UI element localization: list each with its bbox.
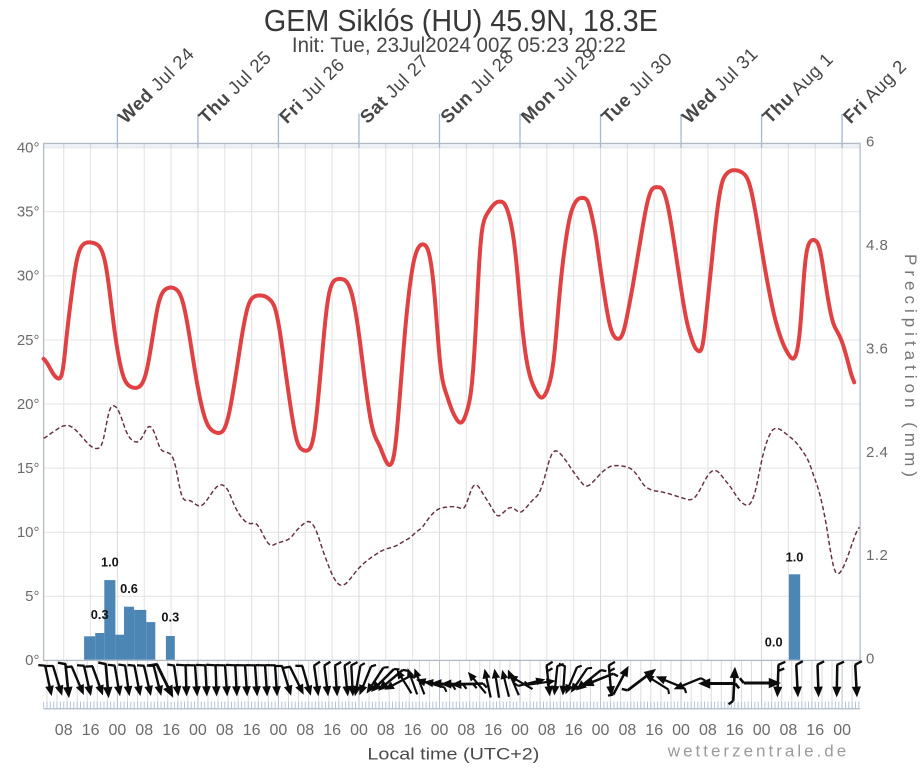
svg-text:30°: 30° — [17, 268, 40, 285]
svg-text:16: 16 — [162, 722, 180, 739]
svg-text:00: 00 — [511, 722, 529, 739]
svg-text:4.8: 4.8 — [866, 237, 888, 254]
svg-text:2.4: 2.4 — [866, 444, 888, 461]
svg-text:Init: Tue, 23Jul2024 00Z 05:23: Init: Tue, 23Jul2024 00Z 05:23 20:22 — [292, 34, 626, 57]
svg-text:35°: 35° — [17, 204, 40, 221]
svg-text:3.6: 3.6 — [866, 340, 888, 357]
svg-text:0: 0 — [866, 651, 875, 668]
svg-text:0°: 0° — [25, 652, 39, 669]
svg-text:16: 16 — [323, 722, 341, 739]
svg-text:0.0: 0.0 — [765, 635, 783, 650]
svg-text:0.3: 0.3 — [91, 607, 109, 622]
svg-text:08: 08 — [135, 722, 153, 739]
svg-text:25°: 25° — [17, 332, 40, 349]
svg-text:08: 08 — [780, 722, 798, 739]
svg-text:08: 08 — [296, 722, 314, 739]
svg-text:Precipitation (mm): Precipitation (mm) — [901, 254, 920, 482]
svg-text:00: 00 — [189, 722, 207, 739]
svg-text:10°: 10° — [17, 524, 40, 541]
svg-text:0.3: 0.3 — [161, 610, 179, 625]
svg-text:00: 00 — [672, 722, 690, 739]
svg-text:00: 00 — [270, 722, 288, 739]
svg-text:1.2: 1.2 — [866, 547, 888, 564]
svg-text:16: 16 — [243, 722, 261, 739]
svg-text:08: 08 — [699, 722, 717, 739]
svg-text:00: 00 — [350, 722, 368, 739]
svg-text:wetterzentrale.de: wetterzentrale.de — [667, 742, 849, 761]
svg-text:6: 6 — [866, 134, 875, 151]
svg-text:08: 08 — [216, 722, 234, 739]
svg-text:16: 16 — [82, 722, 100, 739]
svg-text:40°: 40° — [17, 140, 40, 157]
svg-text:16: 16 — [484, 722, 502, 739]
svg-text:1.0: 1.0 — [786, 549, 804, 564]
svg-text:00: 00 — [753, 722, 771, 739]
svg-text:1.0: 1.0 — [101, 555, 119, 570]
svg-text:16: 16 — [806, 722, 824, 739]
svg-text:00: 00 — [109, 722, 127, 739]
svg-text:00: 00 — [431, 722, 449, 739]
svg-text:16: 16 — [726, 722, 744, 739]
svg-text:GEM Siklós (HU) 45.9N, 18.3E: GEM Siklós (HU) 45.9N, 18.3E — [264, 3, 658, 38]
svg-text:Local time (UTC+2): Local time (UTC+2) — [367, 746, 539, 764]
svg-text:08: 08 — [619, 722, 637, 739]
svg-text:08: 08 — [377, 722, 395, 739]
svg-text:16: 16 — [404, 722, 422, 739]
svg-text:00: 00 — [833, 722, 851, 739]
svg-text:16: 16 — [645, 722, 663, 739]
svg-text:08: 08 — [55, 722, 73, 739]
svg-text:00: 00 — [592, 722, 610, 739]
svg-text:08: 08 — [457, 722, 475, 739]
svg-text:5°: 5° — [25, 588, 39, 605]
svg-text:16: 16 — [565, 722, 583, 739]
svg-text:08: 08 — [538, 722, 556, 739]
svg-text:20°: 20° — [17, 396, 40, 413]
svg-text:15°: 15° — [17, 460, 40, 477]
svg-text:0.6: 0.6 — [120, 581, 138, 596]
